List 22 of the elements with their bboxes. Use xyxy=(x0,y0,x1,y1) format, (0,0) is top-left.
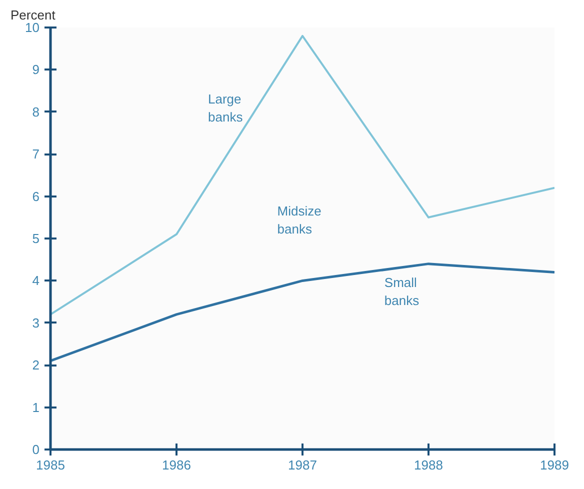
y-tick-label: 2 xyxy=(32,358,40,373)
series-label: Small banks xyxy=(384,275,420,308)
y-tick-label: 7 xyxy=(32,146,40,162)
y-tick-label: 4 xyxy=(32,273,40,288)
y-axis-title: Percent xyxy=(10,8,56,22)
y-tick-label: 3 xyxy=(32,315,40,330)
x-tick-label: 1985 xyxy=(36,458,65,472)
y-tick-label: 6 xyxy=(32,188,40,204)
y-tick-label: 0 xyxy=(32,442,40,457)
y-tick-label: 10 xyxy=(25,20,40,35)
annotation: Midsize banks xyxy=(277,203,322,236)
x-tick-label: 1987 xyxy=(288,458,317,472)
y-tick-label: 8 xyxy=(32,104,40,120)
y-tick-label: 9 xyxy=(32,62,40,78)
line-series xyxy=(50,262,554,362)
x-tick-label: 1986 xyxy=(162,458,191,472)
line-series xyxy=(50,34,554,316)
y-tick-label: 1 xyxy=(32,400,40,415)
y-tick-label: 5 xyxy=(32,231,40,246)
series-label: Large banks xyxy=(208,92,244,125)
x-tick-label: 1989 xyxy=(540,458,569,472)
x-tick-label: 1988 xyxy=(414,458,443,472)
